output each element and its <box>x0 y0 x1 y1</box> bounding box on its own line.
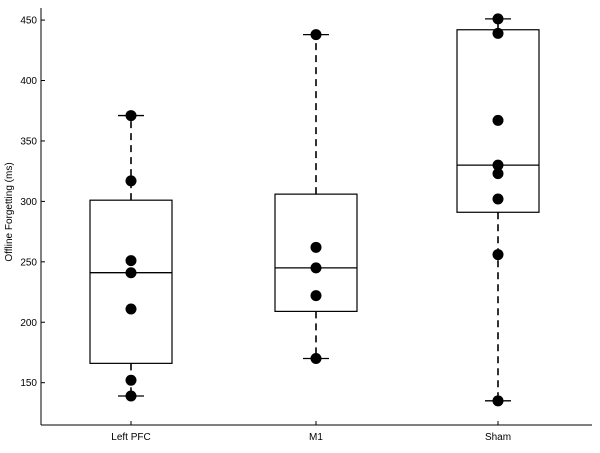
data-point <box>310 29 322 41</box>
data-point <box>492 168 504 180</box>
data-point <box>310 241 322 253</box>
data-point <box>492 395 504 407</box>
data-point <box>125 374 137 386</box>
y-tick-label: 350 <box>20 136 37 147</box>
box-group <box>456 13 540 407</box>
y-tick-label: 150 <box>20 378 37 389</box>
box-group <box>274 29 358 365</box>
y-tick-label: 300 <box>20 197 37 208</box>
y-tick-label: 200 <box>20 318 37 329</box>
x-tick-label: Sham <box>485 432 511 443</box>
box-group <box>89 110 173 402</box>
x-tick-label: Left PFC <box>111 432 150 443</box>
data-point <box>310 353 322 365</box>
y-tick-label: 450 <box>20 16 37 27</box>
data-point <box>310 290 322 302</box>
data-point <box>310 262 322 274</box>
data-point <box>125 303 137 315</box>
iqr-box <box>89 199 173 364</box>
iqr-box <box>456 29 540 213</box>
data-point <box>125 267 137 279</box>
data-point <box>125 175 137 187</box>
data-point <box>492 193 504 205</box>
x-ticks: Left PFC M1 Sham <box>111 421 511 443</box>
y-tick-label: 400 <box>20 76 37 87</box>
boxes <box>89 13 540 407</box>
y-axis-label: Offline Forgetting (ms) <box>4 162 15 261</box>
y-tick-label: 250 <box>20 257 37 268</box>
data-point <box>492 114 504 126</box>
data-point <box>492 27 504 39</box>
data-point <box>125 390 137 402</box>
y-ticks: 150 200 250 300 350 400 450 <box>20 16 45 389</box>
x-tick-label: M1 <box>309 432 323 443</box>
data-point <box>125 110 137 122</box>
data-point <box>492 249 504 261</box>
data-point <box>492 13 504 25</box>
data-point <box>492 159 504 171</box>
data-point <box>125 255 137 267</box>
